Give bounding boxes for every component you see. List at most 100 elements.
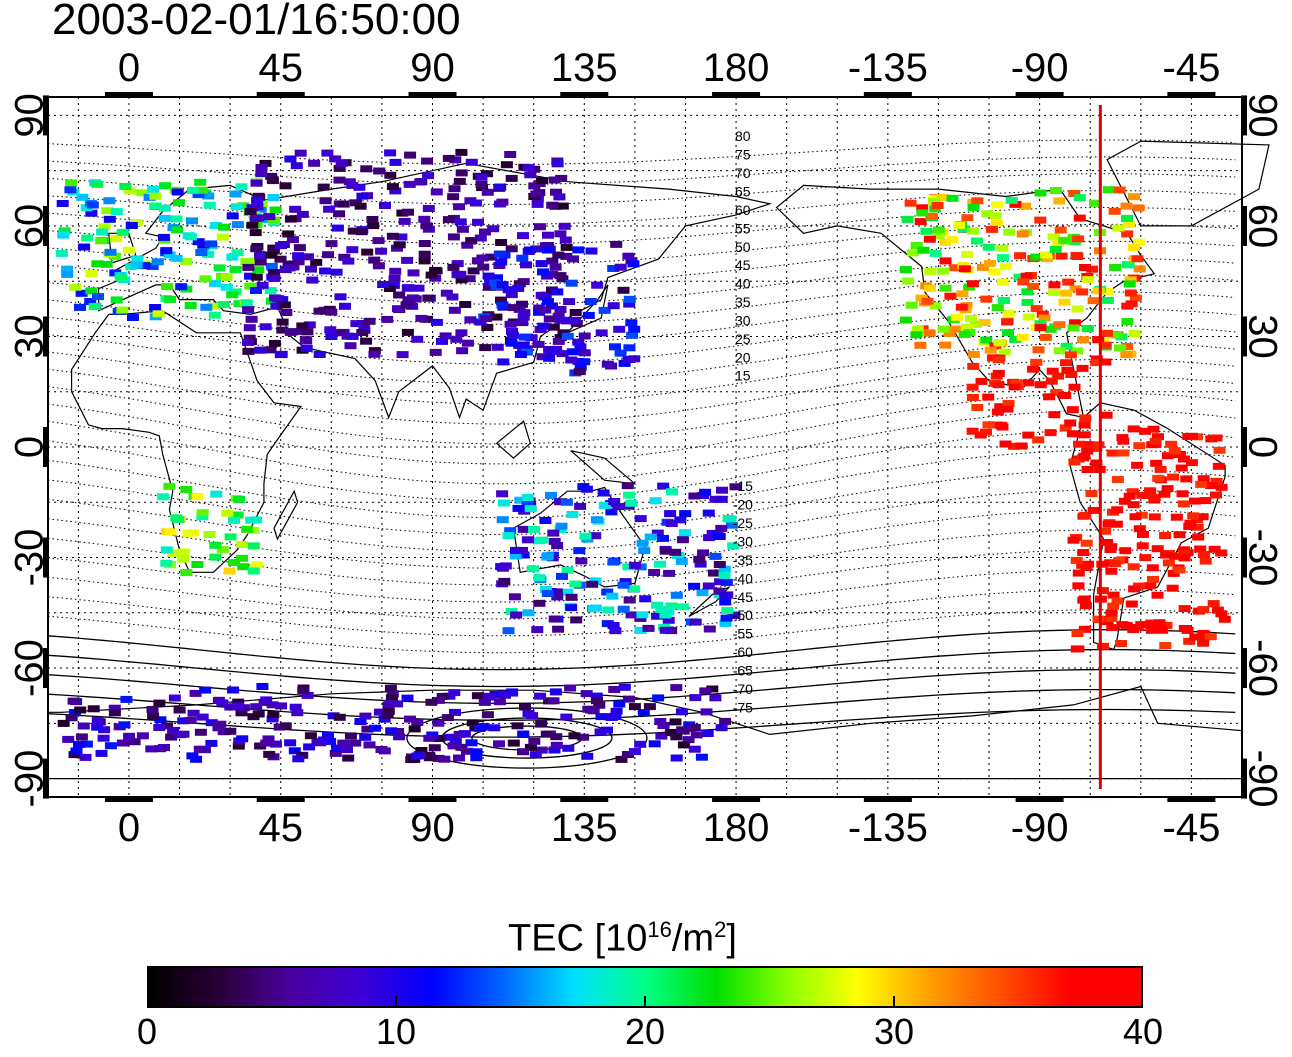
tec-cell — [350, 320, 363, 328]
tec-cell — [412, 284, 425, 292]
tec-cell — [565, 593, 578, 601]
tec-cell — [184, 717, 197, 724]
tec-cell — [104, 742, 117, 750]
tec-cell — [231, 249, 244, 257]
tec-cell — [1050, 388, 1063, 396]
tec-cell — [590, 692, 603, 700]
tec-cell — [556, 572, 568, 580]
tec-cell — [98, 726, 111, 734]
tec-cell — [149, 202, 162, 210]
tec-cell — [994, 403, 1007, 411]
tec-cell — [552, 251, 565, 259]
tec-cell — [946, 194, 959, 202]
tec-cell — [324, 326, 337, 334]
contour-line — [47, 708, 1236, 738]
tec-cell — [1107, 602, 1120, 610]
tec-cell — [559, 236, 572, 244]
tec-cell — [1043, 393, 1056, 401]
tec-cell — [546, 302, 558, 310]
tec-cell — [931, 202, 944, 209]
tec-cell — [1058, 298, 1071, 306]
tec-cell — [323, 205, 336, 213]
tec-cell — [1114, 344, 1126, 352]
tec-cell — [223, 567, 236, 575]
tec-cell — [330, 268, 343, 276]
tec-cell — [331, 744, 344, 752]
tec-cell — [401, 256, 414, 264]
tec-cell — [1069, 285, 1082, 293]
tec-cell — [514, 351, 527, 358]
axis-tick-labels: 0 45 90 135 180 -135 -90 -450 45 90 135 180 -135 -90-… — [8, 46, 1285, 850]
tec-cell — [1002, 309, 1015, 317]
tec-cell — [293, 244, 306, 252]
tec-cell — [595, 329, 608, 337]
tec-cell — [982, 243, 995, 251]
tec-cell — [536, 353, 549, 361]
tec-cell — [161, 722, 174, 730]
tec-cell — [1070, 645, 1083, 653]
tec-cell — [1003, 228, 1016, 236]
bottom-tick-mark — [712, 796, 761, 802]
top-tick-label: 180 — [703, 46, 770, 90]
tec-cell — [319, 267, 332, 275]
tec-cell — [356, 192, 369, 200]
tec-cell — [432, 719, 445, 727]
contour-line — [47, 429, 1236, 502]
tec-cell — [1111, 476, 1124, 483]
tec-cell — [456, 225, 469, 233]
tec-cell — [1185, 459, 1198, 467]
tec-cell — [1077, 549, 1090, 556]
tec-cell — [482, 283, 495, 291]
tec-cell — [1076, 288, 1089, 296]
tec-cell — [967, 227, 980, 235]
tec-cell — [702, 582, 715, 590]
tec-cell — [335, 159, 348, 167]
contour-label: 50 — [735, 239, 751, 255]
tec-cell — [377, 281, 390, 288]
tec-cell — [509, 552, 522, 560]
tec-cell — [948, 325, 961, 333]
tec-cell — [469, 199, 482, 207]
tec-cell — [916, 209, 929, 217]
tec-cell — [622, 751, 634, 758]
tec-cell — [438, 755, 451, 763]
tec-cell — [1197, 634, 1210, 642]
tec-cell — [551, 542, 564, 549]
tec-cell — [1016, 333, 1029, 341]
tec-cell — [651, 612, 664, 620]
tec-cell — [675, 708, 688, 716]
tec-cell — [1124, 289, 1137, 297]
tec-cell — [110, 296, 123, 304]
bottom-tick-label: -45 — [1163, 806, 1221, 850]
tec-cell — [703, 534, 716, 542]
tec-cell — [628, 703, 641, 711]
tec-cell — [1133, 442, 1146, 450]
tec-cell — [1109, 264, 1122, 271]
tec-cell — [461, 241, 474, 249]
tec-cell — [1052, 372, 1065, 380]
tec-cell — [173, 706, 186, 714]
tec-cell — [628, 748, 641, 756]
contour-label: 25 — [735, 331, 751, 347]
tec-cell — [170, 215, 183, 223]
tec-cell — [297, 687, 310, 695]
tec-cell — [432, 696, 445, 704]
tec-cell — [1073, 440, 1086, 448]
tec-cell — [203, 531, 216, 538]
tec-cell — [284, 739, 297, 747]
tec-cell — [572, 246, 585, 254]
tec-cell — [146, 263, 159, 270]
tec-cell — [657, 534, 669, 542]
tec-cell — [210, 490, 223, 498]
tec-cell — [208, 311, 221, 319]
tec-cell — [992, 381, 1005, 389]
tec-cell — [1121, 318, 1134, 325]
tec-cell — [573, 547, 586, 555]
tec-cell — [982, 393, 995, 401]
tec-cell — [255, 164, 268, 171]
tec-cell — [517, 232, 529, 240]
tec-cell — [1199, 557, 1212, 565]
tec-cell — [194, 178, 207, 186]
tec-cell — [648, 740, 661, 748]
tec-cell — [575, 557, 588, 565]
